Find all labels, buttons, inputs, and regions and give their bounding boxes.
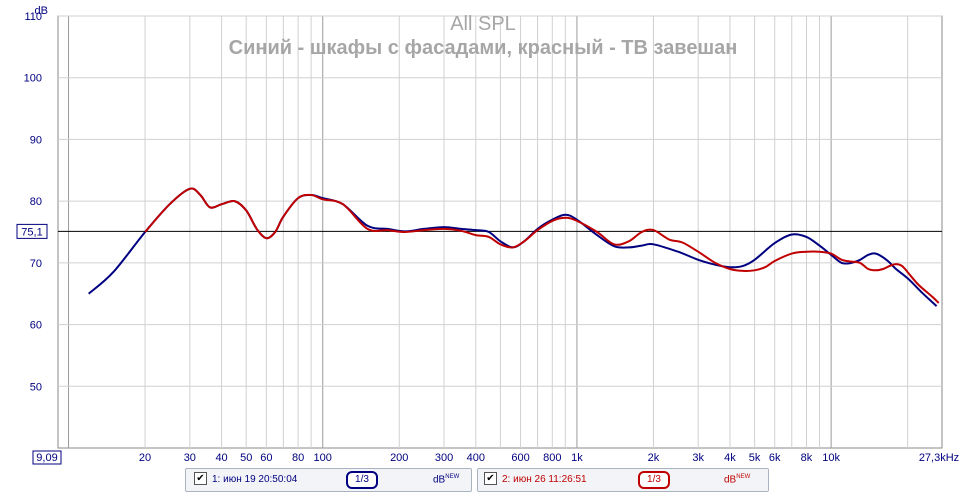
- reference-label-box: [16, 223, 48, 239]
- units-tag-1: NEW: [445, 474, 460, 480]
- x-tick-label: 27,3kHz: [919, 452, 959, 464]
- legend-units-1: dBNEW: [433, 474, 460, 486]
- x-tick-label: 80: [292, 452, 304, 464]
- x-tick-label: 20: [139, 452, 151, 464]
- x-tick-label: 4k: [724, 452, 736, 464]
- x-tick-label: 10k: [822, 452, 840, 464]
- series-group: [88, 187, 940, 307]
- legend-checkbox-1[interactable]: ✔: [194, 472, 207, 485]
- x-min-label-text: 9,09: [36, 452, 57, 464]
- x-tick-label: 2k: [648, 452, 660, 464]
- legend-label-2: 2: июн 26 11:26:51: [502, 474, 587, 485]
- y-axis-ticks: 50 60 70 80 90 100 110: [24, 11, 42, 393]
- x-tick-label: 1k: [571, 452, 583, 464]
- y-tick-label: 90: [30, 134, 42, 146]
- y-tick-label: 70: [30, 258, 42, 270]
- y-axis-label: dB: [35, 5, 48, 17]
- legend-units-2: dBNEW: [724, 474, 751, 486]
- x-tick-label: 5k: [749, 452, 761, 464]
- x-tick-label: 200: [390, 452, 408, 464]
- x-tick-label: 3k: [692, 452, 704, 464]
- y-tick-label: 80: [30, 196, 42, 208]
- smoothing-button-2[interactable]: 1/3: [638, 471, 670, 489]
- legend-label-1: 1: июн 19 20:50:04: [212, 474, 298, 485]
- reference-label-text: 75,1: [21, 226, 42, 238]
- x-tick-label: 60: [260, 452, 272, 464]
- x-tick-label: 300: [435, 452, 453, 464]
- y-tick-label: 60: [30, 320, 42, 332]
- y-tick-label: 100: [24, 73, 42, 85]
- grid: [58, 15, 942, 448]
- x-tick-label: 800: [543, 452, 561, 464]
- x-min-label-box: [32, 450, 62, 465]
- x-tick-label: 6k: [769, 452, 781, 464]
- series-line-2: [144, 187, 940, 304]
- x-tick-label: 100: [314, 452, 332, 464]
- chart-title: All SPL: [450, 13, 516, 35]
- chart-subtitle: Синий - шкафы с фасадами, красный - ТВ з…: [228, 37, 738, 59]
- x-tick-label: 30: [184, 452, 196, 464]
- x-tick-label: 8k: [801, 452, 813, 464]
- smoothing-button-1[interactable]: 1/3: [346, 471, 378, 489]
- x-axis-ticks: 20 30 40 50 60 80 100 200 300 400 600 800 1k 2k 3k 4k 5k…: [32, 450, 959, 465]
- legend-item-1: ✔ 1: июн 19 20:50:04 1/3 dBNEW: [185, 468, 472, 492]
- legend-item-2: ✔ 2: июн 26 11:26:51 1/3 dBNEW: [477, 468, 769, 492]
- legend-checkbox-2[interactable]: ✔: [484, 472, 497, 485]
- x-min-label: 9,09: [32, 450, 62, 465]
- x-tick-label: 400: [467, 452, 485, 464]
- units-tag-2: NEW: [736, 474, 751, 480]
- y-tick-label: 50: [30, 381, 42, 393]
- y-tick-label: 110: [24, 11, 42, 23]
- reference-line: 75,1: [16, 223, 942, 239]
- x-tick-label: 40: [215, 452, 227, 464]
- x-tick-label: 50: [240, 452, 252, 464]
- x-tick-label: 600: [511, 452, 529, 464]
